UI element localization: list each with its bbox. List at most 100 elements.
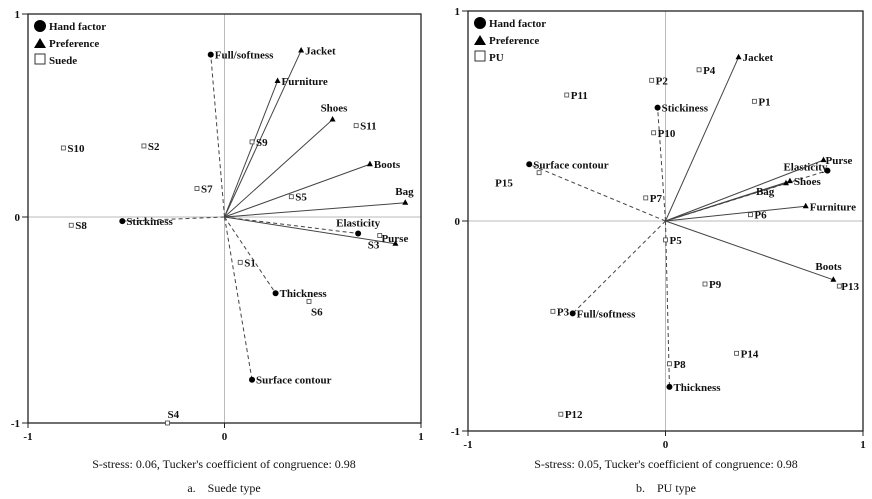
sample-point	[748, 212, 753, 218]
preference-vector	[224, 163, 371, 218]
x-tick-label: 0	[663, 439, 669, 451]
sample-point	[696, 67, 702, 73]
preference-point	[786, 177, 793, 184]
sample-point	[667, 361, 672, 367]
legend-label: Hand factor	[489, 18, 546, 30]
preference-label: Shoes	[321, 103, 349, 115]
preference-point	[735, 53, 742, 60]
hand-factor-point	[824, 167, 831, 174]
sample-point	[643, 195, 649, 201]
sample-point	[702, 281, 708, 287]
legend-label: PU	[489, 52, 504, 64]
y-tick-label: 0	[455, 216, 461, 228]
hand-factor-label: Stickiness	[662, 103, 709, 115]
figure-caption-suede: a. Suede type	[4, 481, 444, 496]
preference-vector	[224, 119, 333, 218]
hand-factor-vector	[224, 216, 359, 234]
hand-factor-label: Full/softness	[577, 308, 636, 320]
legend-label: Preference	[489, 35, 539, 47]
sample-label: P9	[709, 279, 722, 291]
preference-label: Boots	[815, 261, 842, 273]
sample-label: S1	[244, 257, 256, 269]
preference-vector	[224, 50, 302, 218]
sample-point	[165, 420, 170, 426]
preference-label: Furniture	[282, 76, 328, 88]
sample-point	[141, 143, 147, 149]
hand-factor-point	[249, 376, 256, 383]
sample-label: P13	[841, 281, 859, 293]
hand-factor-label: Elasticity	[336, 217, 380, 229]
preference-point	[820, 156, 827, 163]
y-tick-label: 0	[15, 212, 21, 224]
sample-label: S7	[201, 184, 213, 196]
preference-point	[274, 77, 281, 83]
sample-point	[249, 139, 255, 145]
preference-label: Bag	[756, 186, 775, 198]
hand-factor-vector	[224, 216, 277, 294]
sample-label: P15	[495, 178, 513, 190]
sample-label: P3	[557, 306, 570, 318]
stats-caption-suede: S-stress: 0.06, Tucker's coefficient of …	[92, 457, 356, 471]
preference-vector	[665, 182, 787, 222]
y-tick-label: 1	[455, 6, 461, 18]
sample-label: P12	[565, 409, 583, 421]
preference-label: Jacket	[743, 52, 774, 64]
preference-point	[782, 179, 789, 186]
chart-suede: -1-1 0 0 1 1 Full/softness Stickiness Elasticit…	[11, 9, 424, 443]
sample-label: P5	[670, 235, 683, 247]
sample-point	[751, 98, 757, 104]
hand-factor-label: Thickness	[280, 288, 328, 300]
sample-label: P1	[758, 96, 770, 108]
y-tick-label: 1	[15, 9, 21, 21]
preference-vector	[224, 216, 396, 245]
sample-point	[649, 77, 655, 83]
preference-point	[298, 47, 305, 53]
stats-caption-pu: S-stress: 0.05, Tucker's coefficient of …	[534, 457, 798, 471]
hand-factor-vector	[529, 163, 666, 222]
hand-factor-point	[355, 230, 362, 237]
legend-hand-factor-icon	[34, 20, 46, 32]
legend-label: Suede	[49, 55, 77, 67]
hand-factor-point	[207, 51, 214, 58]
sample-point	[237, 259, 243, 265]
preference-label: Shoes	[794, 176, 822, 188]
hand-factor-point	[272, 290, 279, 297]
sample-label: P4	[703, 65, 716, 77]
sample-point	[651, 130, 657, 136]
hand-factor-label: Thickness	[673, 382, 721, 394]
hand-factor-label: Full/softness	[215, 50, 274, 62]
legend-preference-icon	[34, 38, 46, 48]
preference-point	[366, 160, 373, 167]
sample-label: S2	[148, 141, 160, 153]
preference-label: Purse	[826, 155, 853, 167]
sample-point	[663, 237, 668, 243]
sample-point	[564, 92, 570, 98]
sample-label: P11	[571, 90, 588, 102]
preference-label: Jacket	[305, 46, 336, 58]
hand-factor-vector	[572, 220, 666, 314]
preference-label: Boots	[374, 159, 401, 171]
hand-factor-vector	[122, 216, 225, 222]
caption-title: PU type	[657, 481, 696, 495]
sample-label: S3	[368, 240, 380, 252]
sample-label: S9	[256, 137, 268, 149]
sample-point	[377, 233, 383, 238]
hand-factor-label: Surface contour	[256, 375, 332, 387]
legend-sample-icon	[474, 50, 486, 62]
hand-factor-point	[569, 310, 576, 317]
sample-point	[550, 308, 556, 314]
sample-point	[836, 283, 842, 289]
legend-label: Preference	[49, 38, 99, 50]
hand-factor-label: Elasticity	[783, 162, 827, 174]
preference-vector	[665, 159, 824, 222]
preference-vector	[665, 220, 834, 281]
hand-factor-label: Stickiness	[126, 216, 173, 228]
sample-point	[353, 123, 359, 129]
sample-label: S4	[168, 409, 180, 421]
sample-label: S11	[360, 121, 377, 133]
sample-label: P2	[656, 75, 669, 87]
preference-vector	[665, 56, 740, 222]
hand-factor-vector	[224, 216, 253, 380]
sample-point	[68, 222, 74, 228]
